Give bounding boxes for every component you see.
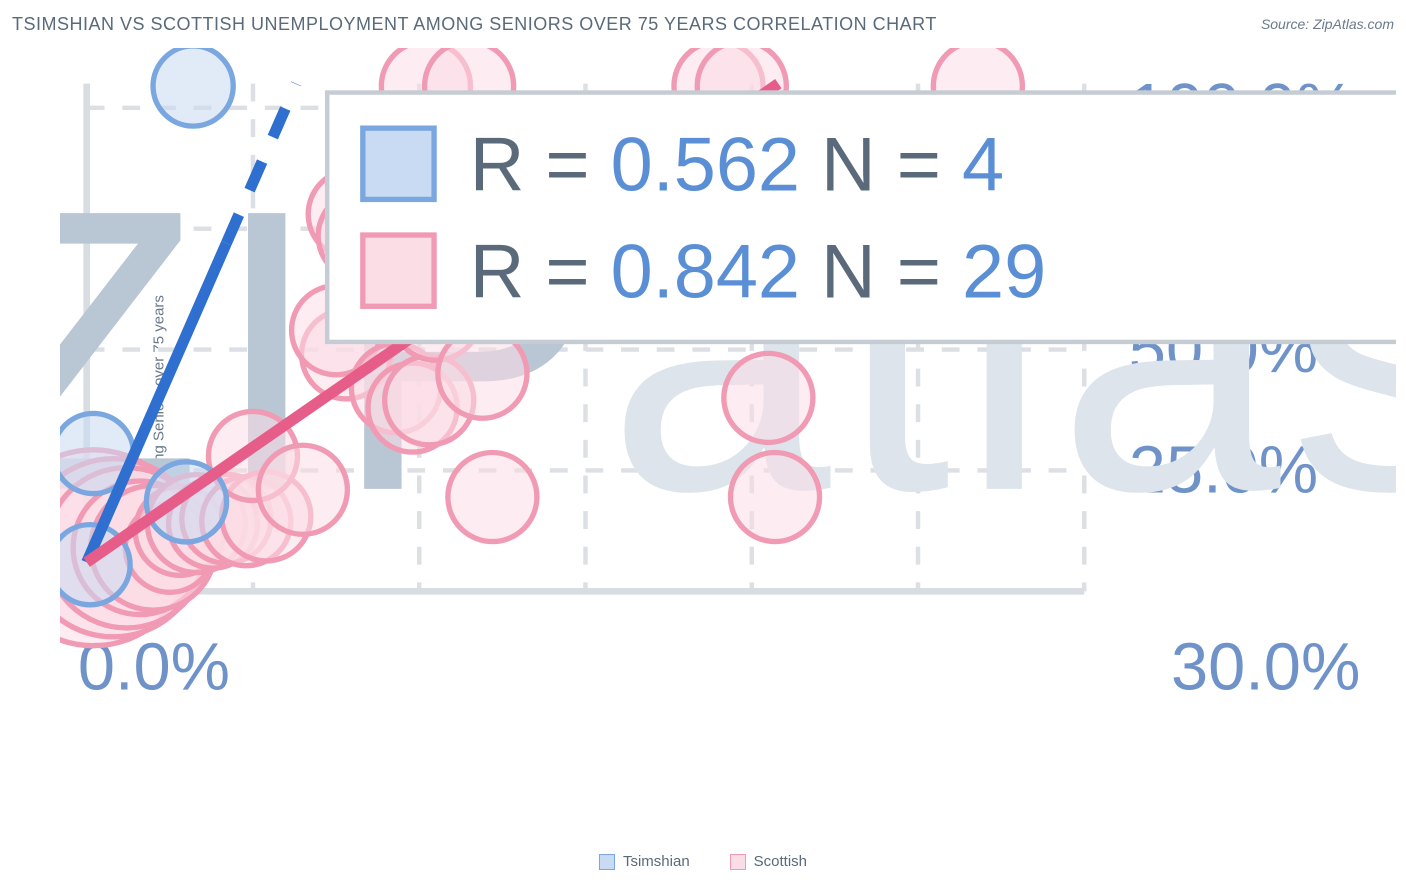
legend-label: Tsimshian <box>623 853 690 870</box>
legend-stats-row: R = 0.842 N = 29 <box>470 229 1046 314</box>
chart-area: 25.0%50.0%75.0%100.0%0.0%30.0%ZIPatlasR … <box>60 48 1396 832</box>
scatter-plot: 25.0%50.0%75.0%100.0%0.0%30.0%ZIPatlasR … <box>60 48 1396 716</box>
data-point <box>448 452 537 541</box>
chart-source: Source: ZipAtlas.com <box>1261 16 1394 32</box>
legend-item: Tsimshian <box>599 853 690 870</box>
data-point <box>258 445 347 534</box>
chart-header: TSIMSHIAN VS SCOTTISH UNEMPLOYMENT AMONG… <box>0 0 1406 48</box>
legend-bottom: Tsimshian Scottish <box>599 853 807 870</box>
legend-swatch <box>730 854 746 870</box>
data-point <box>724 353 813 442</box>
legend-swatch <box>363 128 434 199</box>
legend-label: Scottish <box>754 853 807 870</box>
data-point <box>153 48 233 126</box>
legend-item: Scottish <box>730 853 807 870</box>
x-tick-label: 30.0% <box>1171 630 1360 704</box>
chart-title: TSIMSHIAN VS SCOTTISH UNEMPLOYMENT AMONG… <box>12 14 937 35</box>
legend-swatch <box>599 854 615 870</box>
legend-stats-row: R = 0.562 N = 4 <box>470 123 1004 208</box>
legend-swatch <box>363 235 434 306</box>
data-point <box>730 452 819 541</box>
